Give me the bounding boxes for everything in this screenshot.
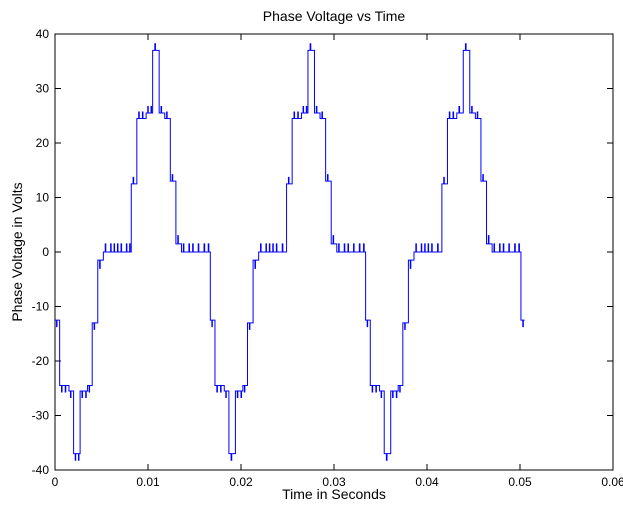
y-axis-title: Phase Voltage in Volts [9,182,25,321]
phase-voltage-series-line [55,43,525,461]
y-tick-label: 40 [36,27,50,41]
y-tick-label: -30 [32,409,50,423]
x-tick-label: 0.03 [322,475,346,489]
y-tick-label: 20 [36,136,50,150]
x-tick-label: 0.04 [415,475,439,489]
y-tick-label: -10 [32,300,50,314]
y-tick-label: 10 [36,191,50,205]
x-tick-label: 0.01 [136,475,160,489]
y-tick-label: -20 [32,354,50,368]
plot-area: 0 0.01 0.02 0.03 0.04 0.05 0.06 -40 -30 -20 -10 0 1… [32,27,623,489]
y-tick-label: 30 [36,82,50,96]
x-axis-title: Time in Seconds [282,486,386,502]
y-tick-label: 0 [42,245,49,259]
x-axis-ticks: 0 0.01 0.02 0.03 0.04 0.05 0.06 [52,34,623,489]
x-tick-label: 0.02 [229,475,253,489]
x-tick-label: 0.05 [508,475,532,489]
x-tick-label: 0 [52,475,59,489]
chart-title: Phase Voltage vs Time [263,8,406,24]
x-tick-label: 0.06 [601,475,623,489]
y-tick-label: -40 [32,463,50,477]
y-axis-ticks: -40 -30 -20 -10 0 10 20 30 40 [32,27,613,477]
